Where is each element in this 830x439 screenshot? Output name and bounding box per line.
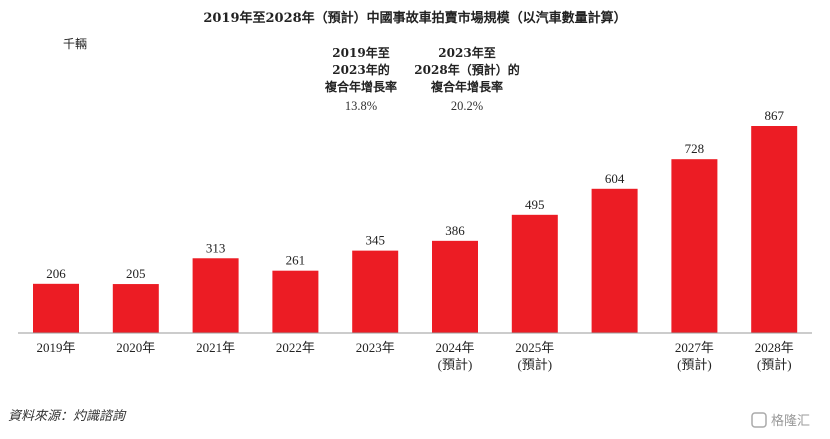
x-tick-label: 2020年 bbox=[116, 340, 155, 355]
data-label: 313 bbox=[206, 240, 226, 255]
x-tick-label: 2023年 bbox=[356, 340, 395, 355]
x-tick-label: (預計) bbox=[517, 357, 552, 372]
bars: 206 205 313 261 345 386 495 604 728 867 bbox=[33, 108, 798, 333]
annotation-head-line: 2023年至 bbox=[438, 45, 495, 60]
data-label: 386 bbox=[445, 223, 465, 238]
chart-title: 2019年至2028年（預計）中國事故車拍賣市場規模（以汽車數量計算） bbox=[203, 10, 626, 26]
cagr-annotation-2: 2023年至 2028年（預計）的 複合年增長率 20.2% bbox=[414, 45, 519, 113]
data-label: 728 bbox=[685, 141, 705, 156]
data-label: 205 bbox=[126, 266, 146, 281]
annotation-value: 20.2% bbox=[451, 99, 483, 113]
annotation-head-line: 複合年增長率 bbox=[430, 79, 503, 94]
data-label: 867 bbox=[764, 108, 784, 123]
annotation-head-line: 2028年（預計）的 bbox=[414, 62, 519, 77]
x-tick-label: 2019年 bbox=[36, 340, 75, 355]
x-tick-label: (預計) bbox=[757, 357, 792, 372]
bar bbox=[751, 126, 798, 333]
bar bbox=[591, 188, 638, 333]
x-tick-label: 2022年 bbox=[276, 340, 315, 355]
watermark-text: 格隆汇 bbox=[771, 413, 810, 429]
bar bbox=[33, 283, 79, 333]
bar bbox=[511, 214, 558, 333]
annotation-head-line: 複合年增長率 bbox=[324, 79, 397, 94]
bar bbox=[272, 270, 319, 333]
watermark-logo-icon bbox=[751, 412, 767, 428]
x-tick-label: (預計) bbox=[677, 357, 712, 372]
x-tick-label: 2028年 bbox=[755, 340, 794, 355]
x-tick-label: 2025年 bbox=[515, 340, 554, 355]
data-label: 345 bbox=[365, 233, 385, 248]
unit-label: 千輛 bbox=[63, 37, 87, 51]
bar bbox=[671, 159, 718, 333]
bar bbox=[192, 258, 239, 333]
x-tick-label: 2027年 bbox=[675, 340, 714, 355]
watermark: 格隆汇 bbox=[751, 412, 810, 429]
x-tick-label: 2024年 bbox=[435, 340, 474, 355]
x-axis-ticks: 2019年 2020年 2021年 2022年 2023年 2024年 (預計) 2025年 (… bbox=[36, 340, 793, 372]
cagr-annotation-1: 2019年至 2023年的 複合年增長率 13.8% bbox=[324, 45, 397, 113]
bar bbox=[112, 284, 159, 333]
data-label: 261 bbox=[286, 253, 306, 268]
x-tick-label: 2021年 bbox=[196, 340, 235, 355]
bar bbox=[352, 250, 399, 333]
annotation-head-line: 2019年至 bbox=[332, 45, 389, 60]
x-tick-label: (預計) bbox=[438, 357, 473, 372]
data-label: 206 bbox=[46, 266, 66, 281]
bar bbox=[432, 240, 478, 333]
source-note: 資料來源：灼識諮詢 bbox=[8, 409, 127, 424]
data-label: 495 bbox=[525, 197, 545, 212]
annotation-head-line: 2023年的 bbox=[332, 62, 389, 77]
annotation-value: 13.8% bbox=[345, 99, 377, 113]
data-label: 604 bbox=[605, 171, 625, 186]
